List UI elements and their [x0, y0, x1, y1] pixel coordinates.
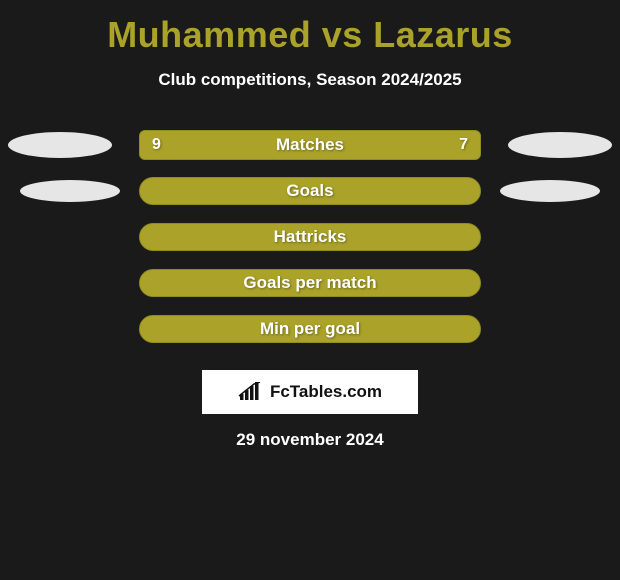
stat-label: Goals per match	[243, 273, 376, 293]
stat-row-hattricks: Hattricks	[0, 214, 620, 260]
avatar-left-ellipse	[8, 132, 112, 158]
page-title: Muhammed vs Lazarus	[0, 0, 620, 56]
stat-rows: 9 Matches 7 Goals Hattricks Goals per ma…	[0, 122, 620, 352]
stat-bar-gpm: Goals per match	[139, 269, 481, 297]
stat-label: Hattricks	[274, 227, 347, 247]
stat-row-goals: Goals	[0, 168, 620, 214]
stat-row-gpm: Goals per match	[0, 260, 620, 306]
stat-bar-hattricks: Hattricks	[139, 223, 481, 251]
bar-chart-icon	[238, 382, 264, 402]
stat-row-matches: 9 Matches 7	[0, 122, 620, 168]
stat-bar-mpg: Min per goal	[139, 315, 481, 343]
page-subtitle: Club competitions, Season 2024/2025	[0, 70, 620, 90]
stat-label: Matches	[276, 135, 344, 155]
stat-label: Goals	[286, 181, 333, 201]
page-date: 29 november 2024	[0, 430, 620, 450]
stat-bar-matches: 9 Matches 7	[139, 130, 481, 160]
avatar-right-ellipse	[500, 180, 600, 202]
brand-box[interactable]: FcTables.com	[202, 370, 418, 414]
avatar-left-ellipse	[20, 180, 120, 202]
brand-text: FcTables.com	[270, 382, 382, 402]
stat-row-mpg: Min per goal	[0, 306, 620, 352]
stat-left-value: 9	[152, 136, 161, 154]
stat-bar-goals: Goals	[139, 177, 481, 205]
stat-right-value: 7	[459, 136, 468, 154]
stat-label: Min per goal	[260, 319, 360, 339]
avatar-right-ellipse	[508, 132, 612, 158]
